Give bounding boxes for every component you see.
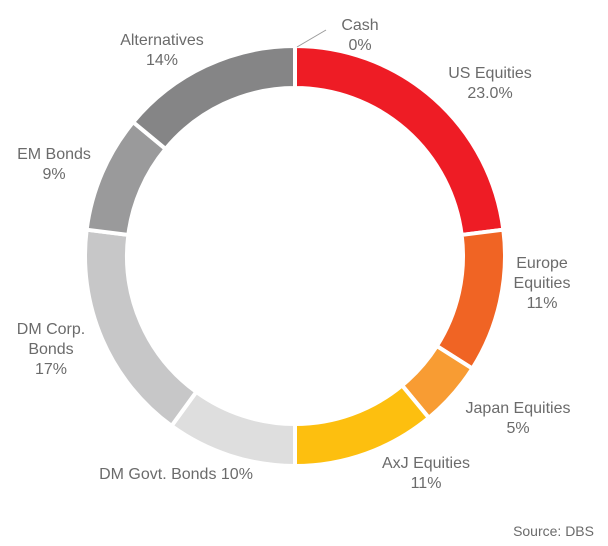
- label-line: Alternatives: [120, 32, 204, 49]
- slice-axj-equities: [293, 382, 432, 469]
- label-cash: Cash 0%: [341, 17, 378, 54]
- label-line: EM Bonds: [17, 146, 91, 163]
- label-line: 23.0%: [467, 85, 512, 102]
- label-us-equities: US Equities 23.0%: [448, 65, 532, 102]
- donut-slices: [83, 43, 507, 469]
- label-europe-equities: Europe Equities 11%: [514, 255, 571, 312]
- label-line: DM Govt. Bonds 10%: [99, 466, 253, 483]
- label-line: Japan Equities: [466, 400, 571, 417]
- label-line: Cash: [341, 17, 378, 34]
- label-line: US Equities: [448, 65, 532, 82]
- label-line: Europe: [516, 255, 568, 272]
- slice-labels: Cash 0% US Equities 23.0% Europe Equities 11% J…: [17, 17, 571, 492]
- slice-alternatives: [130, 43, 297, 152]
- label-line: 0%: [348, 37, 371, 54]
- slice-dm-corp-bonds: [83, 227, 200, 429]
- label-line: DM Corp.: [17, 321, 85, 338]
- label-line: 11%: [411, 475, 442, 492]
- label-dm-govt-bonds: DM Govt. Bonds 10%: [99, 466, 253, 483]
- label-line: 9%: [42, 166, 65, 183]
- label-line: 14%: [146, 52, 178, 69]
- label-line: Equities: [514, 275, 571, 292]
- label-line: Bonds: [28, 341, 73, 358]
- label-line: AxJ Equities: [382, 455, 470, 472]
- label-axj-equities: AxJ Equities 11%: [382, 455, 470, 492]
- cash-leader-line: [296, 29, 327, 48]
- label-line: 5%: [506, 420, 529, 437]
- label-dm-corp-bonds: DM Corp. Bonds 17%: [17, 321, 85, 378]
- label-em-bonds: EM Bonds 9%: [17, 146, 91, 183]
- label-line: 11%: [527, 295, 558, 312]
- label-line: 17%: [35, 361, 67, 378]
- slice-europe-equities: [434, 227, 507, 372]
- label-alternatives: Alternatives 14%: [120, 32, 204, 69]
- label-japan-equities: Japan Equities 5%: [466, 400, 571, 437]
- source-note: Source: DBS: [513, 523, 594, 539]
